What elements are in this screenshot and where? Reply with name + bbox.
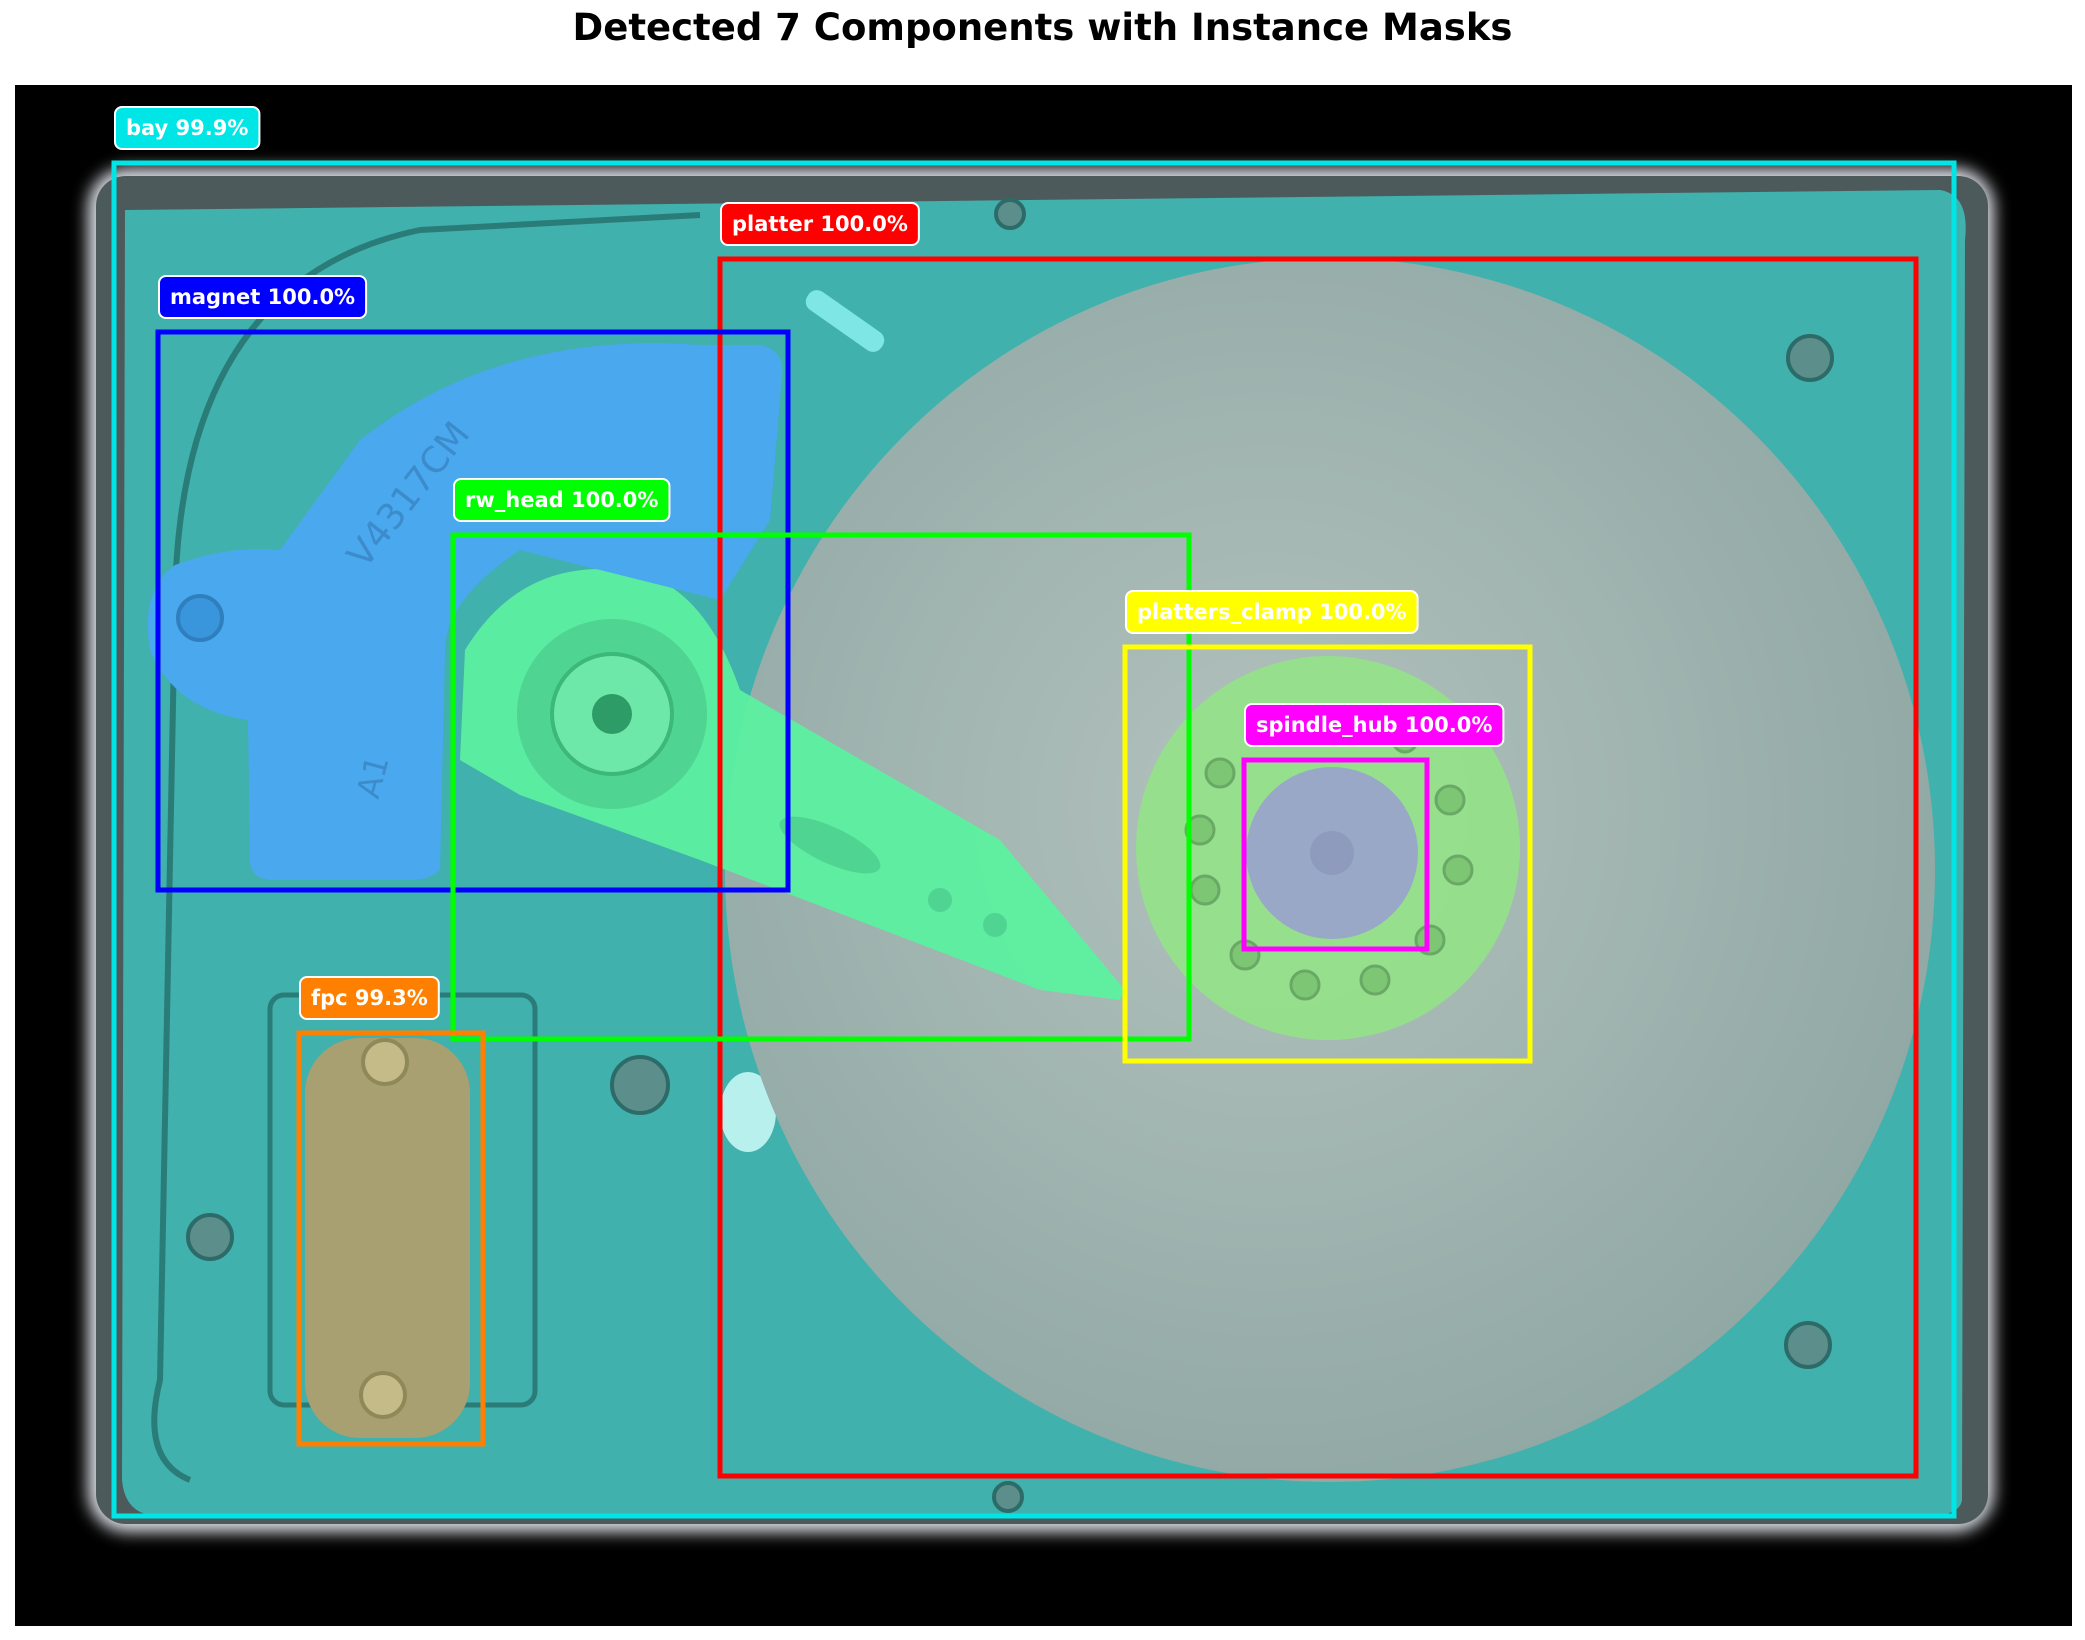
detection-platters_clamp: platters_clamp 100.0% xyxy=(1122,590,1533,1064)
magnet-screw-icon xyxy=(176,594,224,642)
detection-platter: platter 100.0% xyxy=(717,202,1919,1479)
fpc-mask xyxy=(305,1038,470,1438)
bay-pocket-outline xyxy=(151,212,701,1483)
detection-label-bg-fpc xyxy=(299,976,440,1020)
bay-bumper xyxy=(720,1072,776,1152)
detections-layer: bay 99.9% platter 100.0% magnet 100.0% rw_h… xyxy=(111,106,1957,1519)
detection-label-bay: bay 99.9% xyxy=(126,116,248,140)
screw-icons xyxy=(186,198,1834,1513)
detection-label-bg-spindle_hub xyxy=(1244,703,1505,747)
detection-label-bg-platter xyxy=(720,202,920,246)
detection-label-platter: platter 100.0% xyxy=(732,212,908,236)
screw-icon xyxy=(186,1213,234,1261)
detection-label-platters_clamp: platters_clamp 100.0% xyxy=(1137,600,1407,624)
detection-spindle_hub: spindle_hub 100.0% xyxy=(1241,703,1505,952)
spindle-center-icon xyxy=(1310,831,1354,875)
detection-label-bg-platters_clamp xyxy=(1125,590,1419,634)
screw-icon xyxy=(1784,1321,1832,1369)
detection-label-bg-magnet xyxy=(158,275,368,319)
detection-label-bg-bay xyxy=(114,106,261,150)
bounding-box-platters_clamp xyxy=(1122,644,1533,1064)
bounding-box-bay xyxy=(111,160,1957,1519)
detection-bay: bay 99.9% xyxy=(111,106,1957,1519)
screw-icon xyxy=(610,1055,670,1115)
detection-label-rw_head: rw_head 100.0% xyxy=(465,488,658,512)
bounding-box-rw_head xyxy=(450,532,1192,1042)
bounding-box-platter xyxy=(717,256,1919,1479)
bounding-box-spindle_hub xyxy=(1241,757,1430,952)
detection-label-spindle_hub: spindle_hub 100.0% xyxy=(1256,713,1492,737)
screw-icon xyxy=(994,198,1026,230)
arm-hole xyxy=(928,888,952,912)
fpc-screw-icon xyxy=(359,1371,407,1419)
bounding-box-fpc xyxy=(296,1030,486,1447)
pivot-center-icon xyxy=(592,694,632,734)
bounding-box-magnet xyxy=(155,329,791,893)
arm-hole xyxy=(983,913,1007,937)
figure-title: Detected 7 Components with Instance Mask… xyxy=(572,6,1513,49)
detection-rw_head: rw_head 100.0% xyxy=(450,478,1192,1042)
detection-label-bg-rw_head xyxy=(453,478,671,522)
detection-magnet: magnet 100.0% xyxy=(155,275,791,893)
magnet-mask xyxy=(147,343,783,880)
screw-icon xyxy=(1786,334,1834,382)
screw-icon xyxy=(992,1481,1024,1513)
detection-fpc: fpc 99.3% xyxy=(296,976,486,1447)
arm-slot xyxy=(779,816,881,874)
bay-bracket xyxy=(805,290,885,352)
fpc-screw-icon xyxy=(361,1038,409,1086)
detection-label-fpc: fpc 99.3% xyxy=(311,986,428,1010)
detection-label-magnet: magnet 100.0% xyxy=(170,285,355,309)
